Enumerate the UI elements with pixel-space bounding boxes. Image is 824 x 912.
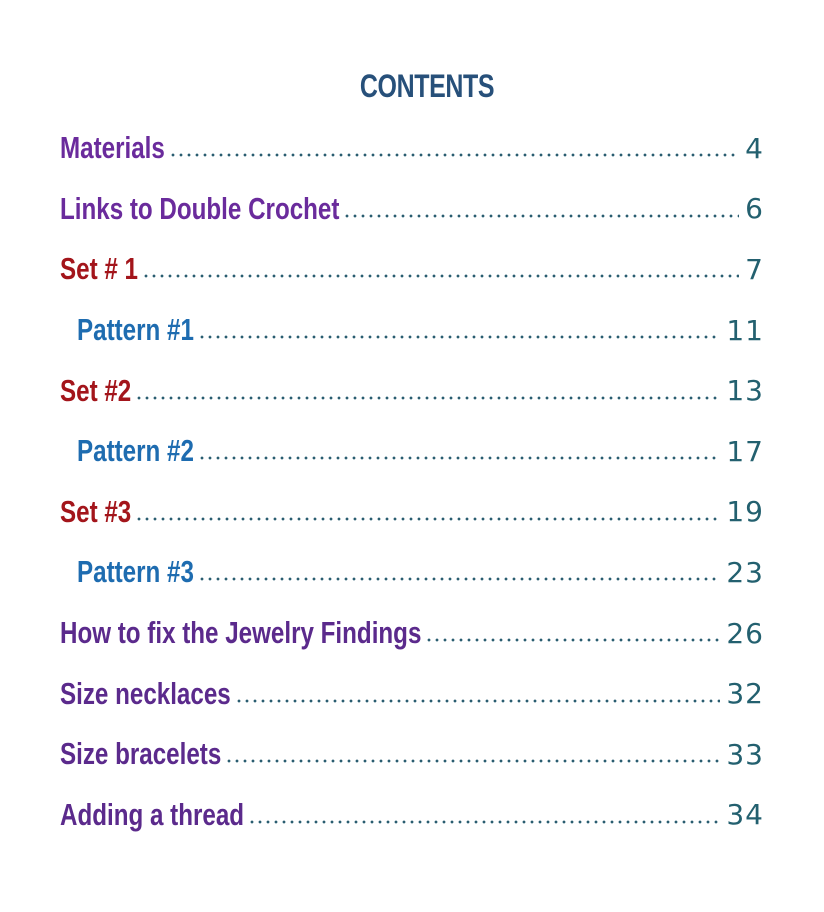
toc-entry[interactable]: Size bracelets 33 xyxy=(60,724,764,785)
toc-entry-page-number: 32 xyxy=(726,677,764,711)
toc-entry[interactable]: Set # 1 7 xyxy=(60,239,764,300)
toc-entry-label-wrap: Size necklaces xyxy=(60,676,231,712)
toc-entry-page-number: 33 xyxy=(726,737,764,771)
dot-leader xyxy=(234,698,721,703)
toc-entry-label: Links to Double Crochet xyxy=(60,190,340,226)
toc-entry-label: Pattern #3 xyxy=(77,554,194,590)
toc-entry-label: Adding a thread xyxy=(60,796,245,832)
toc-entry[interactable]: Links to Double Crochet 6 xyxy=(60,179,764,240)
toc-entry-page-number: 4 xyxy=(745,131,764,165)
toc-entry-label-wrap: How to fix the Jewelry Findings xyxy=(60,615,421,651)
dot-leader xyxy=(141,274,740,279)
toc-entry-label: Set # 1 xyxy=(60,251,138,287)
toc-entry-label: Set #2 xyxy=(60,372,132,408)
toc-entry[interactable]: Set #3 19 xyxy=(60,482,764,543)
toc-entry-label: Size bracelets xyxy=(60,736,222,772)
toc-list: Materials 4 Links to Double Crochet 6 Set # … xyxy=(60,118,764,845)
toc-entry-label-wrap: Set # 1 xyxy=(60,251,138,287)
toc-entry[interactable]: Size necklaces 32 xyxy=(60,663,764,724)
toc-entry-label: How to fix the Jewelry Findings xyxy=(60,615,422,651)
toc-entry-page-number: 11 xyxy=(726,313,764,347)
toc-entry-label-wrap: Links to Double Crochet xyxy=(60,191,339,227)
dot-leader xyxy=(168,153,740,158)
toc-entry-label: Set #3 xyxy=(60,493,132,529)
toc-entry[interactable]: How to fix the Jewelry Findings 26 xyxy=(60,603,764,664)
toc-entry[interactable]: Set #2 13 xyxy=(60,360,764,421)
toc-entry-label-wrap: Materials xyxy=(60,130,165,166)
toc-entry-page-number: 34 xyxy=(726,798,764,832)
dot-leader xyxy=(225,759,721,764)
toc-entry-label-wrap: Pattern #1 xyxy=(60,312,194,348)
dot-leader xyxy=(135,395,721,400)
toc-entry-label-wrap: Pattern #2 xyxy=(60,433,194,469)
toc-entry[interactable]: Pattern #3 23 xyxy=(60,542,764,603)
toc-entry-label-wrap: Set #3 xyxy=(60,494,131,530)
toc-entry-label: Pattern #1 xyxy=(77,312,194,348)
toc-title: CONTENTS xyxy=(359,68,495,104)
dot-leader xyxy=(248,819,721,824)
dot-leader xyxy=(197,456,721,461)
toc-entry[interactable]: Adding a thread 34 xyxy=(60,785,764,846)
dot-leader xyxy=(343,213,740,218)
dot-leader xyxy=(425,638,721,643)
toc-entry-page-number: 17 xyxy=(726,434,764,468)
toc-entry-page-number: 6 xyxy=(745,192,764,226)
toc-entry-page-number: 23 xyxy=(726,555,764,589)
toc-entry-label-wrap: Set #2 xyxy=(60,373,131,409)
toc-entry-label: Size necklaces xyxy=(60,675,231,711)
dot-leader xyxy=(197,335,721,340)
toc-entry[interactable]: Pattern #1 11 xyxy=(60,300,764,361)
toc-entry-page-number: 13 xyxy=(726,374,764,408)
toc-entry-page-number: 19 xyxy=(726,495,764,529)
dot-leader xyxy=(135,516,721,521)
toc-entry-page-number: 26 xyxy=(726,616,764,650)
toc-entry-label: Pattern #2 xyxy=(77,433,194,469)
toc-entry[interactable]: Materials 4 xyxy=(60,118,764,179)
dot-leader xyxy=(197,577,721,582)
toc-entry[interactable]: Pattern #2 17 xyxy=(60,421,764,482)
toc-entry-label: Materials xyxy=(60,130,165,166)
toc-entry-page-number: 7 xyxy=(745,252,764,286)
toc-entry-label-wrap: Size bracelets xyxy=(60,736,221,772)
toc-entry-label-wrap: Adding a thread xyxy=(60,797,244,833)
toc-entry-label-wrap: Pattern #3 xyxy=(60,554,194,590)
